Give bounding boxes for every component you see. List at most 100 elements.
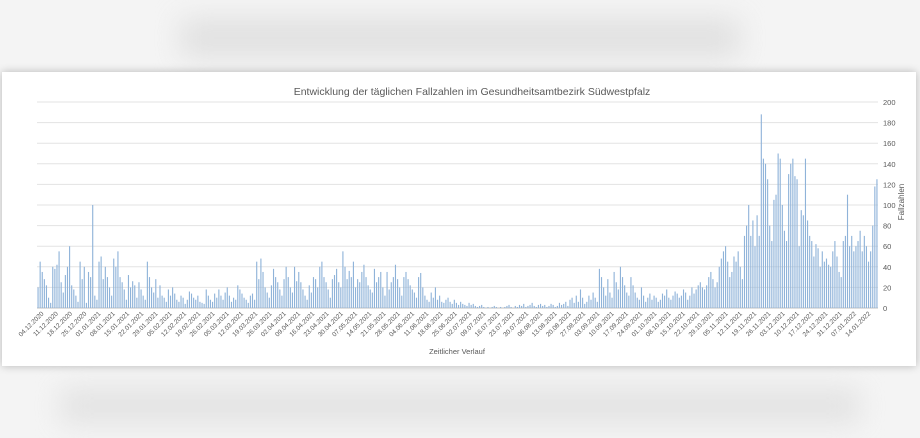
bar xyxy=(550,303,552,308)
bar xyxy=(638,299,640,308)
bar xyxy=(514,305,516,308)
bar xyxy=(397,279,399,308)
bar xyxy=(819,266,821,308)
bar xyxy=(771,241,773,308)
bar xyxy=(874,186,876,308)
bar xyxy=(441,301,443,308)
bar xyxy=(340,287,342,308)
bar xyxy=(479,305,481,308)
bar xyxy=(621,277,624,308)
bar xyxy=(725,246,727,308)
bar xyxy=(50,302,52,308)
bar xyxy=(439,295,441,308)
bar xyxy=(527,305,529,308)
bar xyxy=(48,297,50,308)
bar xyxy=(287,277,289,308)
bar xyxy=(712,279,714,308)
bar xyxy=(350,277,352,308)
bar xyxy=(272,268,275,308)
bar xyxy=(842,241,844,308)
y-tick-label: 40 xyxy=(883,263,891,272)
bar xyxy=(506,305,508,308)
bar xyxy=(264,287,266,308)
bar xyxy=(336,268,338,308)
bar xyxy=(226,287,228,308)
chart-card: Entwicklung der täglichen Fallzahlen im … xyxy=(2,72,916,366)
bar xyxy=(590,299,592,308)
bar xyxy=(119,277,121,308)
bar xyxy=(630,277,632,308)
bar xyxy=(804,158,807,308)
bar xyxy=(199,301,201,308)
bar xyxy=(293,266,296,308)
bar xyxy=(104,266,106,308)
bar xyxy=(504,306,506,308)
bar xyxy=(828,264,830,308)
bar xyxy=(329,297,331,308)
bar xyxy=(62,292,64,308)
bar xyxy=(775,194,777,308)
bar xyxy=(354,287,357,308)
bar xyxy=(525,306,527,308)
bar xyxy=(664,295,666,308)
bar xyxy=(748,205,750,308)
bar xyxy=(401,295,403,308)
bar xyxy=(508,304,510,308)
bar xyxy=(153,292,155,308)
bar xyxy=(563,303,565,308)
bar xyxy=(285,266,287,308)
bar xyxy=(212,301,214,308)
bar xyxy=(251,293,254,308)
bar xyxy=(342,251,344,308)
bar xyxy=(167,289,169,308)
bar xyxy=(592,292,594,308)
bar xyxy=(840,277,842,308)
bar xyxy=(380,271,382,308)
bar xyxy=(529,304,531,308)
bar xyxy=(756,215,758,308)
bar xyxy=(737,251,739,308)
y-tick-label: 20 xyxy=(883,283,891,292)
bar xyxy=(487,306,489,308)
bar xyxy=(500,306,502,308)
bar xyxy=(268,297,270,308)
bar xyxy=(77,301,79,308)
bar xyxy=(106,277,108,308)
bar xyxy=(73,289,75,308)
bar xyxy=(283,279,285,308)
bar xyxy=(643,295,645,308)
bar xyxy=(685,292,687,308)
bar xyxy=(180,295,182,308)
bar xyxy=(392,277,394,308)
bar xyxy=(554,306,556,308)
bar xyxy=(237,285,239,308)
bar xyxy=(687,299,689,308)
bar xyxy=(243,297,245,308)
bar xyxy=(832,251,834,308)
y-tick-label: 0 xyxy=(883,304,887,313)
bar xyxy=(69,246,71,308)
bar xyxy=(769,225,771,308)
bar xyxy=(43,279,45,308)
bar xyxy=(41,271,43,308)
y-tick-labels: 0 20 40 60 80 100 120 140 160 180 200 xyxy=(883,98,896,313)
bar xyxy=(310,292,312,308)
bar xyxy=(371,292,373,308)
y-tick-label: 60 xyxy=(883,242,891,251)
bar xyxy=(291,292,294,308)
bar xyxy=(428,301,430,308)
bar xyxy=(56,264,58,308)
bar xyxy=(161,295,163,308)
bar xyxy=(132,281,134,308)
bar xyxy=(121,282,123,308)
bar xyxy=(319,266,321,308)
bar xyxy=(691,287,693,308)
bar xyxy=(548,305,550,308)
bar xyxy=(510,306,512,308)
bar xyxy=(853,251,855,308)
bar xyxy=(746,225,748,308)
bar xyxy=(516,306,518,308)
x-tick-labels: 04.12.202011.12.202018.12.202025.12.2020… xyxy=(18,310,873,338)
bar xyxy=(518,304,521,308)
bar xyxy=(60,282,62,308)
